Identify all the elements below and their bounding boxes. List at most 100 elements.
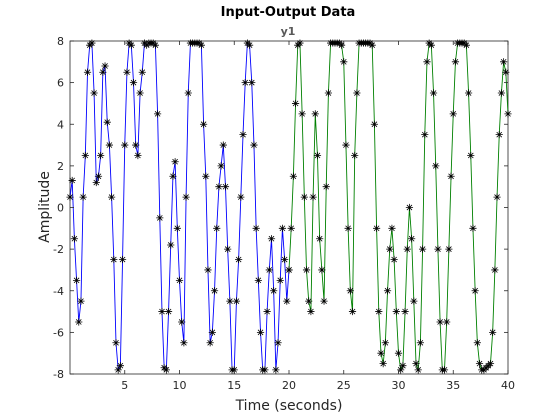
series-1-point [237,193,245,201]
series-1-point [239,131,247,139]
series-1-point [278,224,287,232]
series-1-point [250,141,258,149]
series-2-point [291,99,300,108]
series-1-point [208,328,216,336]
series-2-point [436,318,444,326]
series-2-point [287,224,295,232]
y-tick-label: -2 [53,243,64,256]
series-2-point [399,362,407,370]
series-1-point [164,307,173,316]
series-1-point [213,224,221,232]
series-2-point [298,110,306,118]
series-2-point [405,203,414,212]
series-1-point [79,193,87,201]
series-2-point [318,266,326,274]
x-tick-label: 5 [121,379,128,392]
series-1-point [105,141,114,149]
series-1-point [162,366,170,374]
series-2-point [412,359,420,368]
series-2-point [493,193,501,201]
series-1-point [134,151,142,160]
series-2-point [373,224,381,232]
series-1-point [252,224,260,232]
series-1-point [94,172,103,180]
series-1-point [92,178,100,187]
series-1-point [97,151,105,160]
series-1-point [108,193,116,201]
series-2-point [313,151,322,160]
series-1-point [129,79,138,87]
series-2-point [296,39,304,47]
series-1-point [283,297,291,305]
series-1-point [112,339,120,347]
series-1-point [116,362,124,370]
series-2-point [429,89,438,97]
series-2-point [464,89,473,97]
series-1-point [70,235,78,243]
series-1-point [274,339,282,347]
series-2-point [449,110,457,118]
series-1-point [175,276,184,284]
series-2-point [491,266,499,274]
series-2-point [416,339,424,347]
series-2-point [401,307,409,316]
series-2-point [340,58,348,66]
x-tick-label: 15 [227,379,241,392]
series-1-point [138,68,146,76]
x-axis-label: Time (seconds) [235,398,343,414]
series-1-point [232,297,241,305]
series-2-point [414,366,422,374]
series-1-point [136,89,144,97]
series-1-point [118,255,127,264]
series-1-point [173,224,181,232]
series-2-point [368,41,376,49]
series-2-point [423,58,431,66]
series-2-point [309,193,317,201]
series-2-point [500,58,508,66]
series-1-point [123,68,131,76]
series-1-point [156,214,164,222]
series-1-point [199,120,208,128]
series-1-point [75,318,83,326]
series-1-point [180,339,188,347]
series-1-point [197,41,205,49]
series-1-point [83,68,92,76]
x-axis-ticks: 5 10 15 20 25 30 35 40 [121,41,515,392]
series-1-point [178,318,186,326]
series-1-point [226,297,234,305]
series-2-point [497,89,506,97]
series-2-point [353,89,361,97]
y-axis-ticks: -8 -6 -4 -2 0 2 4 6 8 [53,35,508,381]
y-tick-label: -8 [53,368,64,381]
y-tick-label: 2 [57,160,64,173]
y-tick-label: -4 [53,285,64,298]
series-2-point [324,89,333,97]
x-tick-label: 35 [446,379,460,392]
series-1-point [263,307,271,316]
series-2-point [311,110,319,118]
series-1-point [210,287,219,295]
series-1-point [272,366,280,374]
chart-title: Input-Output Data [221,5,356,20]
series-2-point [337,41,346,49]
series-2-point [289,172,297,180]
series-2-point [486,359,495,368]
series-2-point [388,224,396,232]
series-2-point [418,245,427,253]
series-1-point [256,328,265,336]
series-2-point [451,58,460,66]
series-2-point [344,224,352,232]
series-1-point [90,89,98,97]
series-2-point [302,266,311,274]
x-tick-label: 40 [501,379,515,392]
series-1-point [66,193,74,201]
series-1-point [88,39,96,47]
series-1-point [127,41,135,49]
series-1-point [281,255,289,264]
x-tick-label: 25 [337,379,351,392]
series-1-point [245,41,254,49]
series-2-point [421,131,429,139]
series-2-point [440,366,449,374]
series-2-point [471,287,479,295]
x-tick-label: 30 [392,379,406,392]
